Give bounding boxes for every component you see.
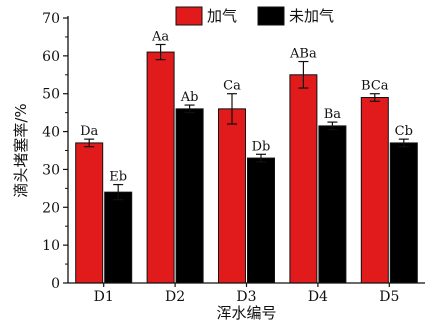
bar-non-aerated-D5 (389, 142, 418, 284)
y-tick-label: 0 (51, 276, 60, 292)
significance-label: Ba (324, 107, 342, 122)
y-tick-label: 60 (42, 49, 60, 65)
significance-label: Ab (180, 90, 199, 105)
bar-non-aerated-D4 (318, 125, 347, 284)
bar-non-aerated-D3 (247, 157, 275, 284)
y-axis-title: 滴头堵塞率/% (12, 103, 30, 197)
x-tick-label: D4 (308, 289, 328, 305)
legend-label-aerated: 加气 (207, 7, 237, 25)
x-axis-title: 浑水编号 (216, 304, 276, 322)
bar-aerated-D2 (146, 51, 175, 284)
legend-swatch-aerated (175, 6, 203, 26)
bar-aerated-D1 (75, 142, 104, 284)
x-tick-label: D5 (379, 289, 399, 305)
y-tick-label: 10 (42, 238, 60, 254)
bar-aerated-D3 (218, 108, 246, 284)
plot-area: Da Aa Ca ABa BCa Eb Ab Db Ba Cb (75, 30, 418, 284)
significance-label: Db (252, 139, 271, 154)
significance-label: Cb (395, 124, 413, 139)
y-tick-label: 20 (42, 200, 60, 216)
bar-non-aerated-D2 (175, 108, 204, 284)
y-tick-label: 30 (42, 162, 60, 178)
y-tick-label: 70 (42, 11, 60, 27)
y-tick-label: 50 (42, 87, 60, 103)
x-tick-label: D3 (236, 289, 256, 305)
legend-label-non-aerated: 未加气 (289, 7, 334, 25)
legend-swatch-non-aerated (257, 6, 285, 26)
significance-label: Eb (109, 170, 127, 185)
x-tick-label: D1 (94, 289, 114, 305)
bar-aerated-D5 (360, 97, 389, 284)
axes: 0 10 20 30 40 50 60 70 D1 D2 D3 D4 D5 (42, 11, 425, 305)
bar-non-aerated-D1 (104, 191, 133, 284)
y-tick-label: 40 (42, 125, 60, 141)
legend: 加气 未加气 (175, 6, 334, 26)
significance-label: Aa (151, 30, 169, 45)
bar-aerated-D4 (289, 74, 318, 284)
x-tick-label: D2 (165, 289, 185, 305)
significance-label: BCa (361, 79, 389, 94)
significance-label: ABa (289, 47, 317, 62)
significance-label: Ca (223, 79, 241, 94)
significance-label: Da (80, 124, 98, 139)
